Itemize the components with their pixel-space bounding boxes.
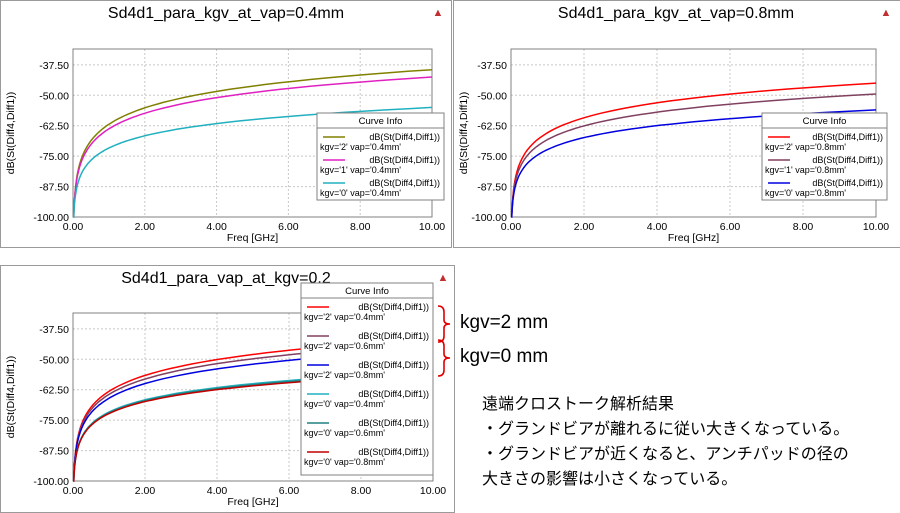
y-axis-label: dB(St(Diff4,Diff1)) [458,92,470,174]
legend-series-name: dB(St(Diff4,Diff1)) [812,132,883,142]
chart-title: Sd4d1_para_vap_at_kgv=0.2 [121,270,331,287]
y-tick-label: -75.00 [39,415,69,427]
chart-kgv-0.2: Sd4d1_para_vap_at_kgv=0.2 ▲ -37.50 -50.00 -6… [5,270,449,508]
x-tick-label: 4.00 [207,485,228,497]
y-tick-label: -87.50 [39,182,69,194]
y-tick-label: -37.50 [39,60,69,72]
legend-series-name: dB(St(Diff4,Diff1)) [369,132,440,142]
legend-series-params: kgv='2' vap='0.4mm' [320,142,401,152]
x-axis-label: Freq [GHz] [227,232,278,244]
x-tick-label: 2.00 [135,221,156,233]
x-tick-label: 8.00 [351,485,372,497]
chart-title: Sd4d1_para_kgv_at_vap=0.4mm [108,5,344,22]
legend-series-params: kgv='1' vap='0.8mm' [765,165,846,175]
x-tick-label: 8.00 [350,221,371,233]
note-line-2: ・グランドビアが近くなると、アンチパッドの径の [482,444,849,463]
x-tick-label: 10.00 [419,221,445,233]
legend-series-params: kgv='2' vap='0.8mm' [765,142,846,152]
y-tick-label: -87.50 [39,446,69,458]
y-tick-label: -100.00 [33,476,69,488]
y-tick-label: -50.00 [477,90,507,102]
chart-vap-0.8mm: Sd4d1_para_kgv_at_vap=0.8mm ▲ -37.50 -50.00… [458,5,892,244]
x-tick-label: 2.00 [574,221,595,233]
legend-series-params: kgv='1' vap='0.4mm' [320,165,401,175]
right-brace-icon [437,339,451,377]
legend-series-name: dB(St(Diff4,Diff1)) [358,302,429,312]
legend-series-name: dB(St(Diff4,Diff1)) [812,155,883,165]
kgv2-annotation: kgv=2 mm [460,312,549,333]
chart-panel-1: Sd4d1_para_kgv_at_vap=0.4mm ▲ -37.50 -50.00… [0,0,452,248]
legend-box [300,282,434,476]
y-tick-label: -75.00 [39,151,69,163]
legend-series-name: dB(St(Diff4,Diff1)) [369,155,440,165]
legend-series-name: dB(St(Diff4,Diff1)) [358,447,429,457]
y-tick-label: -100.00 [471,212,507,224]
x-tick-label: 2.00 [135,485,156,497]
app-logo-icon: ▲ [438,272,449,284]
x-tick-label: 4.00 [206,221,227,233]
legend-series-name: dB(St(Diff4,Diff1)) [358,331,429,341]
note-line-3: 大きさの影響は小さくなっている。 [482,469,738,488]
x-tick-label: 6.00 [278,221,299,233]
y-tick-label: -37.50 [39,324,69,336]
y-tick-label: -87.50 [477,182,507,194]
y-axis-label: dB(St(Diff4,Diff1)) [5,92,17,174]
legend-title: Curve Info [803,116,847,127]
x-tick-label: 10.00 [420,485,446,497]
legend-series-params: kgv='0' vap='0.8mm' [765,188,846,198]
x-axis-label: Freq [GHz] [668,232,719,244]
legend-series-name: dB(St(Diff4,Diff1)) [358,389,429,399]
legend-series-params: kgv='0' vap='0.4mm' [304,399,385,409]
x-axis-label: Freq [GHz] [227,496,278,508]
legend-series-params: kgv='0' vap='0.8mm' [304,457,385,467]
legend-series-params: kgv='0' vap='0.6mm' [304,428,385,438]
y-tick-label: -100.00 [33,212,69,224]
x-tick-label: 0.00 [63,485,84,497]
x-tick-label: 10.00 [863,221,889,233]
y-tick-label: -62.50 [477,121,507,133]
app-logo-icon: ▲ [433,7,444,19]
legend-series-params: kgv='2' vap='0.8mm' [304,370,385,380]
y-tick-label: -62.50 [39,385,69,397]
y-axis-label: dB(St(Diff4,Diff1)) [5,356,17,438]
x-tick-label: 6.00 [279,485,300,497]
chart-vap-0.4mm: Sd4d1_para_kgv_at_vap=0.4mm ▲ -37.50 -50.00… [5,5,445,244]
series-line [72,106,433,218]
legend-series-name: dB(St(Diff4,Diff1)) [358,418,429,428]
legend-series-params: kgv='2' vap='0.6mm' [304,341,385,351]
legend-title: Curve Info [345,286,389,297]
chart-title: Sd4d1_para_kgv_at_vap=0.8mm [558,5,794,22]
legend-series-name: dB(St(Diff4,Diff1)) [812,178,883,188]
legend-series-name: dB(St(Diff4,Diff1)) [358,360,429,370]
chart-panel-2: Sd4d1_para_kgv_at_vap=0.8mm ▲ -37.50 -50.00… [453,0,900,248]
analysis-note: 遠端クロストーク解析結果 ・グランドビアが離れるに従い大きくなっている。 ・グラ… [482,391,849,491]
chart-panel-3: Sd4d1_para_vap_at_kgv=0.2 ▲ -37.50 -50.00 -6… [0,265,455,513]
kgv0-annotation: kgv=0 mm [460,346,549,367]
x-tick-label: 0.00 [63,221,84,233]
x-tick-label: 4.00 [647,221,668,233]
y-tick-label: -62.50 [39,121,69,133]
app-logo-icon: ▲ [881,7,892,19]
legend-title: Curve Info [359,116,403,127]
note-title: 遠端クロストーク解析結果 [482,394,675,413]
series-line [72,373,434,482]
x-tick-label: 0.00 [501,221,522,233]
legend-series-params: kgv='0' vap='0.4mm' [320,188,401,198]
y-tick-label: -37.50 [477,60,507,72]
note-line-1: ・グランドビアが離れるに従い大きくなっている。 [482,419,850,438]
y-tick-label: -75.00 [477,151,507,163]
legend-series-params: kgv='2' vap='0.4mm' [304,312,385,322]
right-brace-icon [437,305,451,343]
x-tick-label: 6.00 [720,221,741,233]
y-tick-label: -50.00 [39,90,69,102]
y-tick-label: -50.00 [39,354,69,366]
series-line [510,109,877,218]
x-tick-label: 8.00 [793,221,814,233]
legend-series-name: dB(St(Diff4,Diff1)) [369,178,440,188]
